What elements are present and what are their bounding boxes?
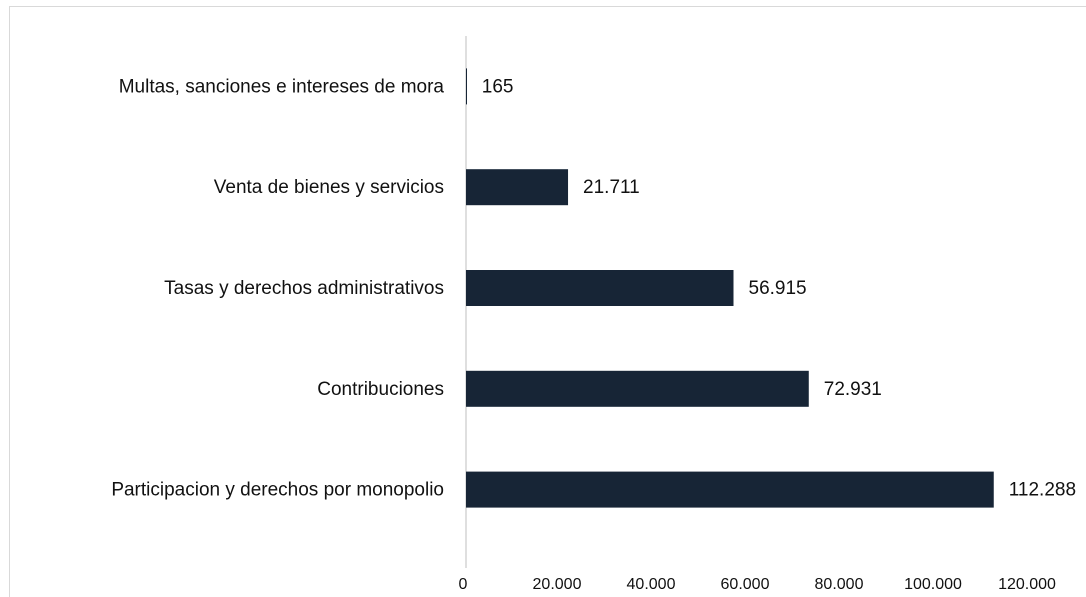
x-tick-label: 0 — [459, 576, 468, 593]
value-label: 165 — [482, 76, 514, 97]
value-label: 112.288 — [1009, 480, 1076, 501]
bar — [466, 270, 734, 306]
category-label: Participacion y derechos por monopolio — [111, 480, 444, 501]
bar — [466, 370, 809, 407]
x-tick-label: 60.000 — [721, 576, 770, 593]
chart-frame — [9, 6, 1086, 597]
category-label: Contribuciones — [317, 379, 444, 400]
value-label: 21.711 — [583, 177, 640, 198]
category-label: Tasas y derechos administrativos — [164, 278, 444, 299]
x-tick-label: 80.000 — [815, 576, 864, 593]
value-label: 56.915 — [749, 278, 807, 299]
bar — [466, 68, 467, 105]
bar — [466, 169, 569, 206]
x-tick-label: 20.000 — [533, 576, 582, 593]
bar — [466, 471, 994, 508]
category-label: Multas, sanciones e intereses de mora — [119, 76, 445, 97]
value-label: 72.931 — [824, 379, 882, 400]
category-label: Venta de bienes y servicios — [214, 177, 444, 198]
x-tick-label: 40.000 — [627, 576, 676, 593]
x-tick-label: 100.000 — [904, 576, 962, 593]
x-tick-label: 120.000 — [998, 576, 1056, 593]
